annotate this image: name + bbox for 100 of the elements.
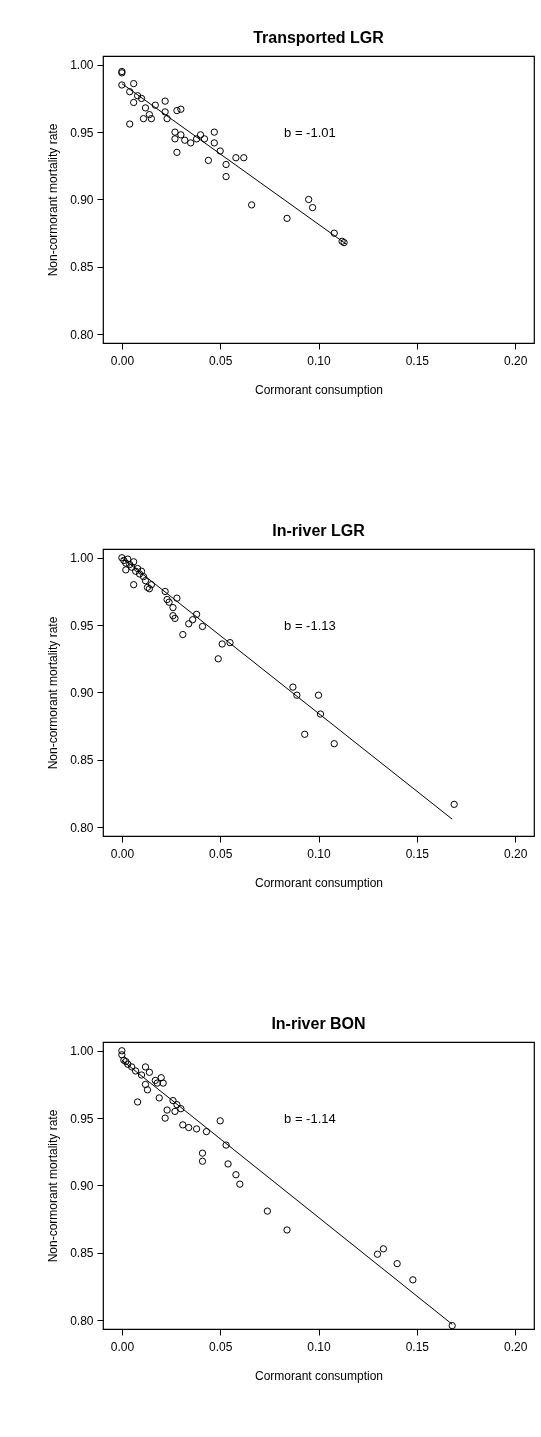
point [131, 1067, 140, 1075]
point [173, 1101, 181, 1109]
y-tick-label: 0.85 [70, 260, 94, 275]
point [202, 1127, 211, 1136]
point [171, 135, 179, 143]
point [133, 92, 142, 100]
point [210, 128, 218, 136]
point [130, 581, 138, 589]
y-tick-label: 0.95 [70, 1111, 94, 1126]
point [151, 1076, 159, 1085]
point [173, 594, 181, 602]
point [124, 1060, 132, 1068]
point [169, 603, 177, 612]
point [171, 128, 179, 136]
point [187, 139, 195, 147]
point [141, 577, 150, 585]
point [124, 555, 132, 563]
point [232, 154, 240, 162]
point [141, 104, 150, 112]
point [192, 1125, 201, 1133]
x-tick-label: 0.05 [209, 1339, 233, 1354]
point [448, 1321, 456, 1330]
x-tick-label: 0.20 [503, 1339, 528, 1354]
point [173, 106, 181, 115]
chart-title: Transported LGR [253, 29, 385, 46]
point [232, 1171, 240, 1179]
point [185, 1123, 193, 1132]
x-tick-label: 0.10 [307, 846, 331, 861]
point [161, 587, 169, 596]
point [330, 229, 338, 237]
point [210, 139, 218, 147]
point [198, 1149, 207, 1157]
point [163, 595, 171, 604]
point [222, 1141, 230, 1149]
point [126, 560, 134, 569]
y-axis-title: Non-cormorant mortality rate [46, 616, 61, 770]
point [137, 1071, 146, 1079]
point [122, 566, 130, 574]
point [141, 1063, 150, 1071]
point [118, 554, 126, 562]
point [139, 572, 148, 581]
point [263, 1207, 272, 1215]
point [163, 1106, 171, 1114]
point [126, 120, 134, 128]
point [131, 567, 140, 575]
point [161, 108, 169, 116]
point [373, 1250, 382, 1258]
point [120, 556, 128, 565]
point [218, 640, 226, 648]
point [165, 598, 173, 606]
point [216, 1117, 224, 1125]
x-tick-label: 0.00 [110, 1339, 135, 1354]
point [305, 195, 313, 204]
y-axis-title: Non-cormorant mortality rate [46, 1109, 61, 1263]
y-tick-label: 0.90 [70, 193, 94, 207]
point [147, 581, 156, 589]
point [118, 81, 126, 89]
point [196, 131, 205, 139]
point [145, 1068, 154, 1076]
point [118, 1051, 126, 1059]
x-tick-label: 0.00 [110, 846, 135, 861]
point [177, 105, 185, 113]
point [177, 131, 185, 139]
x-tick-label: 0.10 [307, 353, 331, 368]
point [198, 622, 207, 631]
annotation: b = -1.01 [284, 125, 336, 141]
y-tick-label: 1.00 [70, 1044, 94, 1059]
point [226, 638, 234, 647]
chart-title: In-river LGR [272, 522, 366, 539]
x-tick-label: 0.20 [503, 846, 528, 861]
point [222, 160, 230, 169]
x-axis-title: Cormorant consumption [254, 382, 384, 397]
x-axis-title: Cormorant consumption [254, 1368, 384, 1383]
x-tick-label: 0.15 [405, 846, 430, 861]
x-tick-label: 0.00 [110, 353, 135, 368]
y-tick-label: 0.90 [70, 1179, 94, 1193]
point [379, 1245, 388, 1253]
point [171, 1107, 179, 1116]
point [301, 730, 309, 738]
y-tick-label: 0.95 [70, 125, 94, 140]
point [222, 172, 230, 181]
point [161, 1114, 169, 1122]
x-tick-label: 0.15 [405, 1339, 430, 1354]
annotation: b = -1.14 [284, 1111, 336, 1127]
point [141, 1080, 150, 1089]
point [143, 1086, 152, 1094]
point [283, 1226, 291, 1234]
point [155, 1094, 163, 1102]
annotation: b = -1.13 [284, 618, 336, 634]
point [161, 97, 169, 105]
y-tick-label: 0.90 [70, 686, 94, 700]
point [198, 1157, 207, 1165]
point [147, 115, 156, 123]
y-tick-label: 0.95 [70, 618, 94, 633]
point [169, 1096, 177, 1105]
point [247, 201, 256, 209]
point [308, 203, 317, 212]
point [137, 567, 146, 575]
point [122, 559, 130, 567]
point [409, 1276, 417, 1284]
